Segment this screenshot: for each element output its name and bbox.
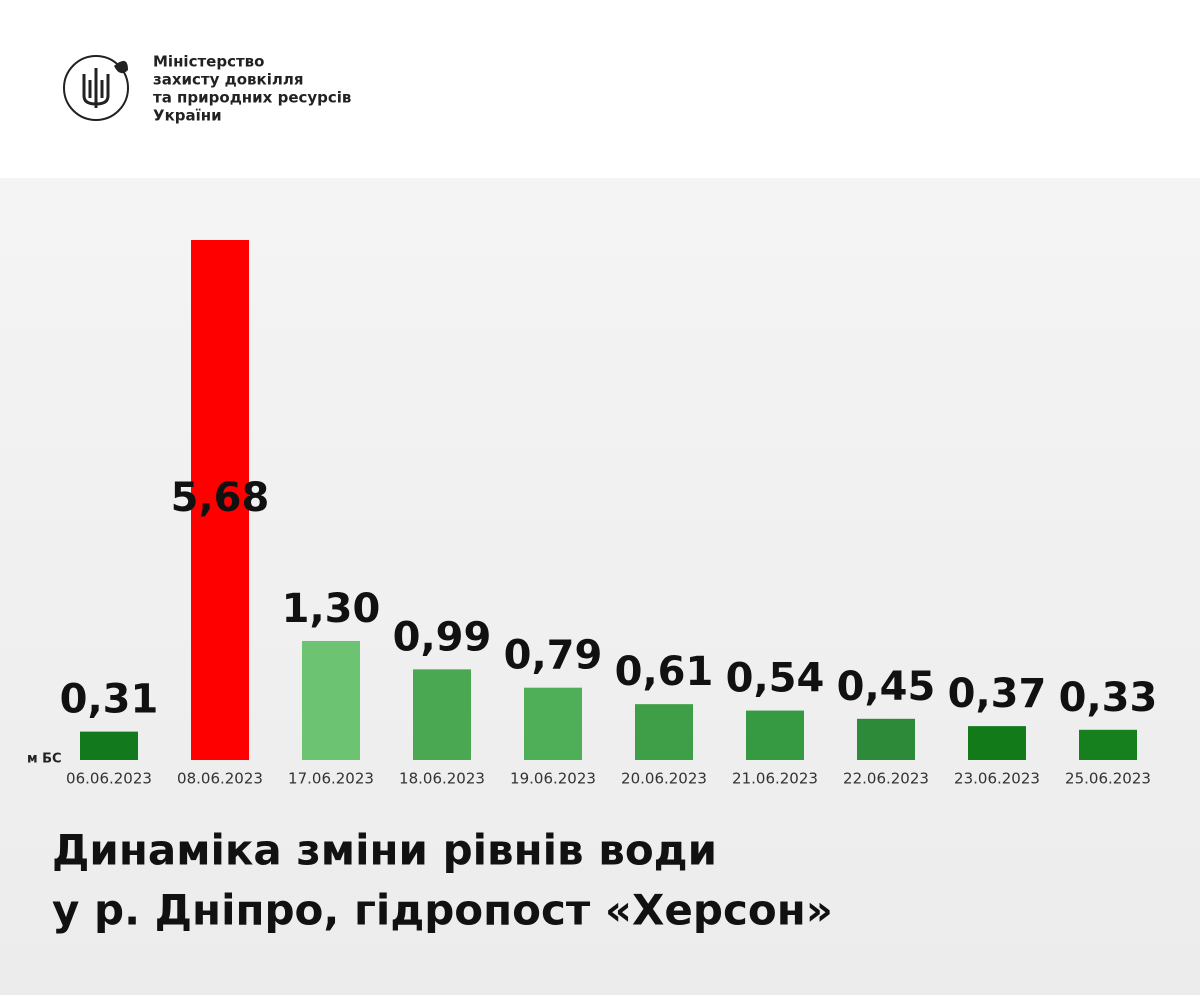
ministry-line: та природних ресурсів — [153, 89, 351, 107]
value-label: 0,33 — [1059, 675, 1158, 721]
unit-label: м БС — [27, 752, 62, 767]
value-label: 0,99 — [393, 614, 492, 660]
bar — [302, 640, 360, 760]
value-label: 0,79 — [504, 633, 603, 679]
bar — [413, 669, 471, 760]
bar — [191, 240, 249, 760]
x-tick-label: 20.06.2023 — [621, 770, 707, 788]
bar — [80, 731, 138, 760]
ministry-line: України — [153, 107, 222, 125]
value-label: 0,61 — [615, 649, 714, 695]
bar — [746, 710, 804, 760]
x-tick-label: 25.06.2023 — [1065, 770, 1151, 788]
x-tick-label: 08.06.2023 — [177, 770, 263, 788]
value-label: 0,31 — [60, 677, 159, 723]
value-label: 0,37 — [948, 671, 1047, 717]
x-tick-label: 23.06.2023 — [954, 770, 1040, 788]
value-label: 0,54 — [726, 656, 825, 702]
logo — [63, 55, 129, 121]
x-tick-label: 22.06.2023 — [843, 770, 929, 788]
value-label: 5,68 — [171, 475, 270, 521]
ministry-line: захисту довкілля — [153, 71, 303, 89]
bar — [635, 704, 693, 760]
x-tick-label: 17.06.2023 — [288, 770, 374, 788]
chart-title: Динаміка зміни рівнів води — [52, 826, 717, 875]
bar — [857, 718, 915, 760]
bar — [1079, 729, 1137, 760]
x-tick-label: 21.06.2023 — [732, 770, 818, 788]
x-tick-label: 18.06.2023 — [399, 770, 485, 788]
value-label: 0,45 — [837, 664, 936, 710]
x-tick-label: 19.06.2023 — [510, 770, 596, 788]
value-label: 1,30 — [282, 586, 381, 632]
x-tick-label: 06.06.2023 — [66, 770, 152, 788]
bar — [968, 726, 1026, 760]
bar — [524, 687, 582, 760]
ministry-line: Міністерство — [153, 53, 264, 71]
chart-title: у р. Дніпро, гідропост «Херсон» — [52, 886, 833, 935]
